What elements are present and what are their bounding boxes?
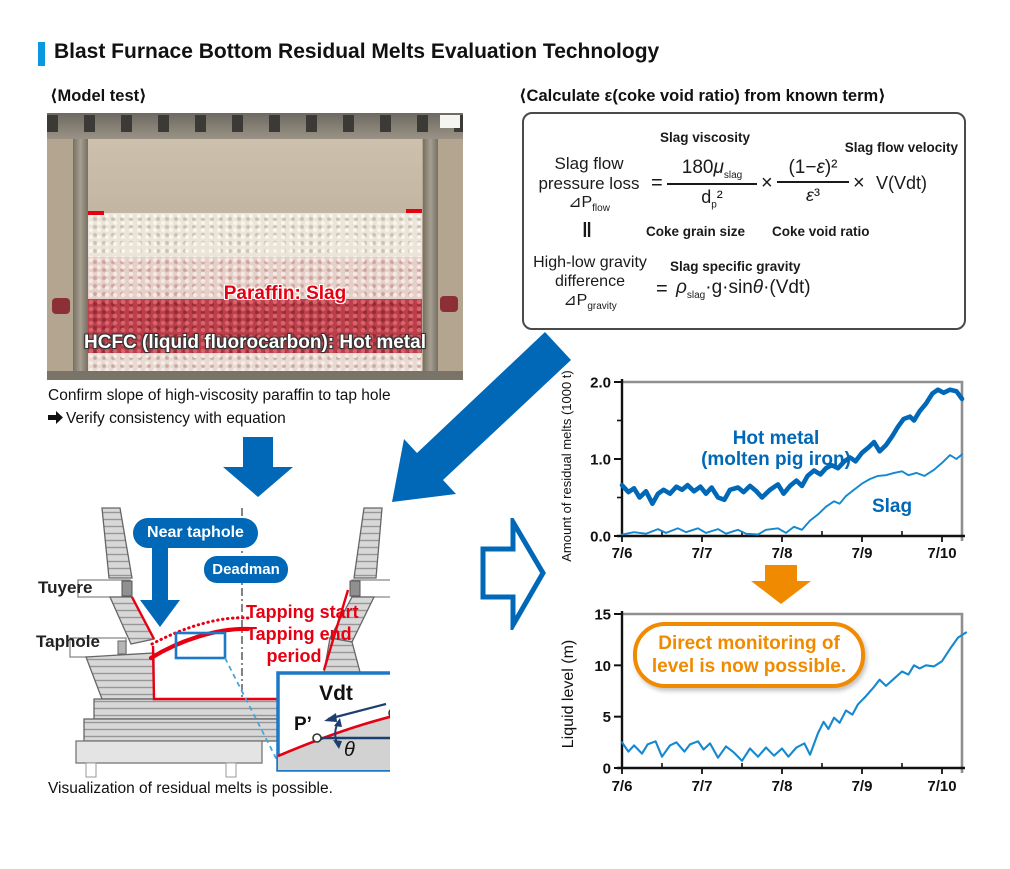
svg-text:2.0: 2.0 bbox=[590, 375, 611, 392]
label-coke-grain-size: Coke grain size bbox=[646, 224, 746, 239]
tapping-start-curve bbox=[150, 616, 250, 646]
svg-text:7/7: 7/7 bbox=[692, 778, 713, 795]
model-test-caption-line2: Verify consistency with equation bbox=[48, 410, 286, 428]
big-diagonal-arrow bbox=[392, 332, 571, 502]
svg-text:15: 15 bbox=[594, 607, 611, 624]
eq1-times-1: × bbox=[761, 172, 773, 194]
blast-furnace-diagram: Vdt P P’ θ bbox=[69, 507, 390, 778]
svg-text:(molten pig iron): (molten pig iron) bbox=[701, 449, 851, 470]
eq1-fraction-viscosity: 180μslag dp² bbox=[667, 157, 757, 210]
svg-text:1.0: 1.0 bbox=[590, 452, 611, 469]
photo-tank-empty-space bbox=[88, 137, 422, 215]
section-heading-model-test: ⟨Model test⟩ bbox=[50, 87, 147, 105]
tapping-end-period-label: period bbox=[266, 646, 322, 666]
svg-text:Hot metal: Hot metal bbox=[733, 428, 820, 449]
svg-text:Amount of residual melts (1000: Amount of residual melts (1000 t) bbox=[559, 370, 574, 561]
eq-equivalence-mark: ‖ bbox=[582, 220, 592, 242]
label-slag-flow-velocity: Slag flow velocity bbox=[844, 140, 958, 155]
eq2-lhs: High-low gravity difference ⊿Pgravity bbox=[533, 254, 647, 312]
svg-text:0: 0 bbox=[603, 761, 611, 778]
right-arrow-icon bbox=[48, 411, 63, 424]
eq2-rhs: ρslag·g·sinθ·(Vdt) bbox=[676, 277, 811, 301]
svg-text:7/8: 7/8 bbox=[772, 545, 793, 562]
svg-text:7/10: 7/10 bbox=[927, 778, 956, 795]
down-arrow-model-to-diagram bbox=[223, 437, 293, 497]
tapping-end-label: Tapping end bbox=[246, 624, 352, 644]
label-slag-viscosity: Slag viscosity bbox=[660, 130, 751, 145]
vdt-label: Vdt bbox=[319, 682, 353, 705]
svg-text:7/6: 7/6 bbox=[612, 778, 633, 795]
tuyere-label: Tuyere bbox=[38, 578, 93, 597]
orange-down-arrow bbox=[751, 565, 811, 604]
photo-red-paraffin-layer bbox=[88, 299, 422, 353]
tapping-start-label: Tapping start bbox=[246, 602, 359, 622]
svg-text:Liquid level (m): Liquid level (m) bbox=[560, 640, 577, 748]
near-taphole-arrow bbox=[140, 600, 180, 627]
svg-text:Slag: Slag bbox=[872, 496, 912, 517]
svg-text:7/9: 7/9 bbox=[852, 545, 873, 562]
svg-text:7/10: 7/10 bbox=[927, 545, 956, 562]
svg-text:10: 10 bbox=[594, 658, 611, 675]
deadman-badge: Deadman bbox=[204, 556, 288, 583]
taphole-label: Taphole bbox=[36, 632, 100, 651]
tapping-end-curve bbox=[148, 626, 251, 661]
photo-frame-column-right bbox=[423, 137, 438, 374]
equation-box: Slag viscosity Slag flow velocity Slag f… bbox=[522, 112, 966, 330]
model-test-photo: Paraffin: Slag HCFC (liquid fluorocarbon… bbox=[47, 113, 463, 380]
svg-text:7/6: 7/6 bbox=[612, 545, 633, 562]
photo-label-paraffin-slag: Paraffin: Slag bbox=[223, 283, 347, 304]
point-p-prime bbox=[312, 733, 322, 743]
photo-valve-left bbox=[52, 298, 70, 314]
eq1-equals: = bbox=[651, 172, 663, 194]
hollow-right-arrow bbox=[480, 518, 546, 630]
visualization-caption: Visualization of residual melts is possi… bbox=[48, 780, 333, 797]
zoom-region-rect bbox=[174, 631, 227, 660]
residual-melts-chart: 0.0 1.0 2.0 7/6 7/7 7/8 7/9 7/10 Amount of resid… bbox=[559, 370, 965, 562]
page-title: Blast Furnace Bottom Residual Melts Eval… bbox=[54, 40, 660, 63]
svg-text:7/9: 7/9 bbox=[852, 778, 873, 795]
eq1-velocity-term: V(Vdt) bbox=[876, 173, 928, 193]
eq1-fraction-void: (1−ε)² ε³ bbox=[777, 157, 849, 206]
photo-level-mark-left bbox=[88, 211, 104, 215]
point-p bbox=[388, 709, 390, 717]
direct-monitoring-callout: Direct monitoring of level is now possib… bbox=[633, 622, 865, 688]
eq1-lhs: Slag flow pressure loss ⊿Pflow bbox=[538, 154, 640, 215]
near-taphole-badge: Near taphole bbox=[133, 518, 258, 548]
theta-label: θ bbox=[344, 739, 355, 761]
photo-level-mark-right bbox=[406, 209, 422, 213]
svg-text:5: 5 bbox=[603, 709, 611, 726]
title-accent-bar bbox=[38, 42, 45, 66]
liquid-level-chart: 0 5 10 15 7/6 7/7 7/8 7/9 7/10 Liquid level (m) bbox=[560, 607, 968, 795]
section-heading-calculate: ⟨Calculate ε(coke void ratio) from known… bbox=[519, 87, 886, 105]
photo-pink-beads-layer bbox=[88, 257, 422, 299]
photo-label-hcfc-hot-metal: HCFC (liquid fluorocarbon): Hot metal bbox=[84, 332, 426, 353]
photo-valve-right bbox=[440, 296, 458, 312]
svg-text:7/8: 7/8 bbox=[772, 778, 793, 795]
vdt-inset-box: Vdt P P’ θ bbox=[276, 671, 390, 772]
eq2-equals: = bbox=[656, 278, 668, 300]
photo-top-clamps bbox=[47, 115, 463, 132]
label-slag-specific-gravity: Slag specific gravity bbox=[670, 259, 801, 274]
p-prime-label: P’ bbox=[294, 714, 312, 735]
svg-text:0.0: 0.0 bbox=[590, 529, 611, 546]
svg-text:7/7: 7/7 bbox=[692, 545, 713, 562]
model-test-caption-line1: Confirm slope of high-viscosity paraffin… bbox=[48, 387, 391, 404]
photo-bottom-beads-layer bbox=[88, 353, 422, 374]
photo-bottom-frame bbox=[47, 371, 463, 380]
photo-white-beads-layer bbox=[88, 213, 422, 257]
eq1-times-2: × bbox=[853, 172, 865, 194]
photo-corner-card bbox=[440, 115, 460, 128]
photo-frame-column-left bbox=[73, 137, 88, 374]
label-coke-void-ratio: Coke void ratio bbox=[772, 224, 870, 239]
